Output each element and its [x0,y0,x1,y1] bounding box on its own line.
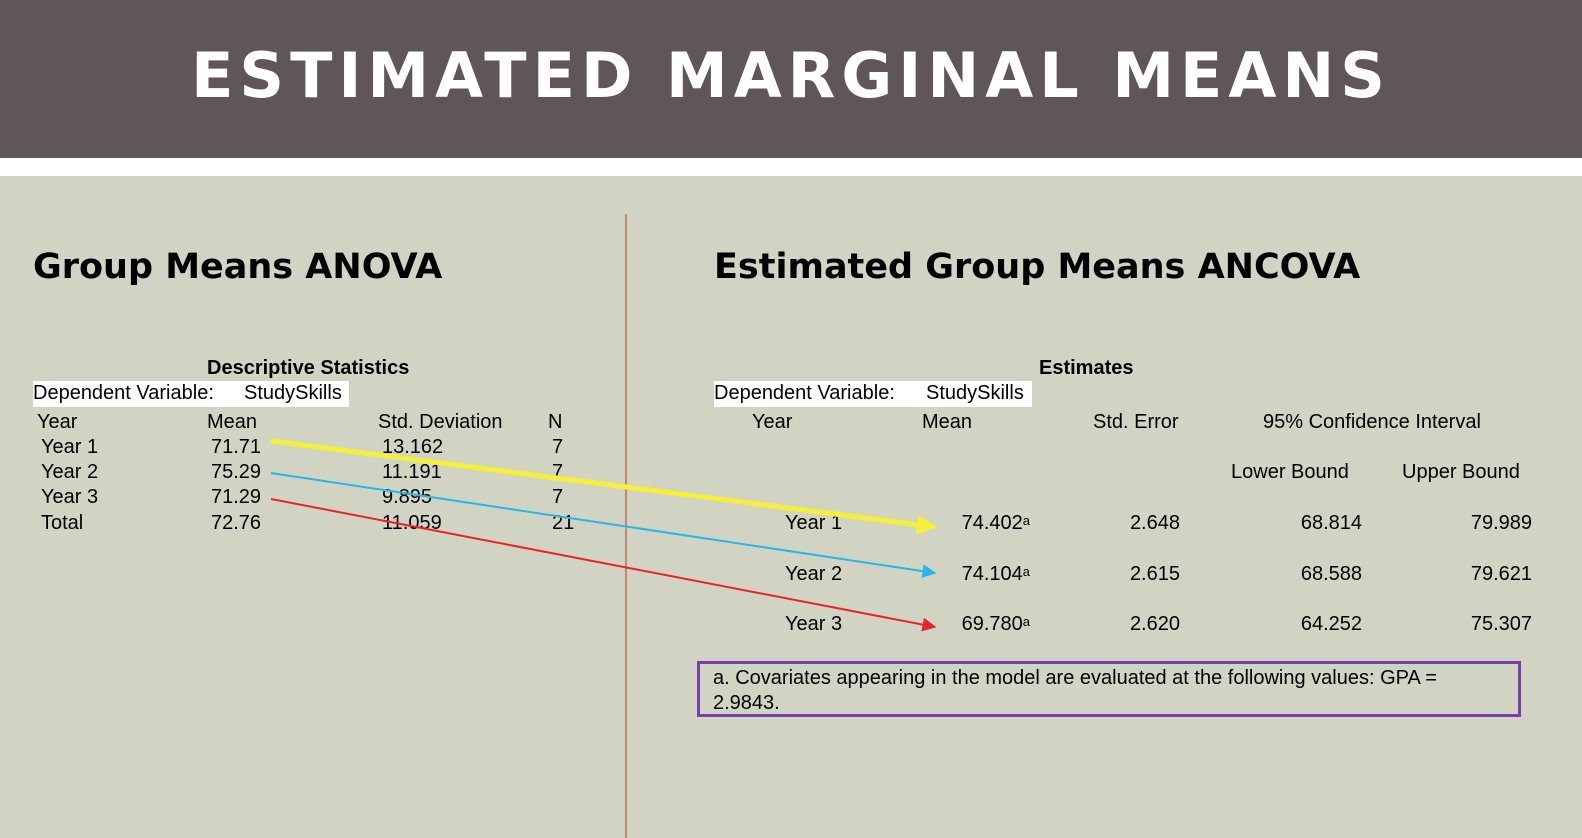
arrow-year-1 [270,438,937,535]
row-mean: 74.402a [961,512,1030,534]
col-header-confidence-interval: 95% Confidence Interval [1263,411,1481,433]
left-heading: Group Means ANOVA [33,247,443,287]
arrow-year-2 [270,472,937,579]
row-mean: 74.104a [961,563,1030,585]
row-year: Year 3 [785,613,843,635]
row-year: Year 2 [785,563,843,585]
slide-title: ESTIMATED MARGINAL MEANS [191,39,1391,112]
row-year: Total [41,512,84,534]
row-upper-bound: 75.307 [1470,613,1532,635]
row-std-deviation: 11.191 [382,461,442,483]
col-header-std-error: Std. Error [1093,411,1179,433]
col-header-mean: Mean [207,411,258,433]
right-dependent-variable: Dependent Variable: StudySkills [714,381,1032,407]
col-header-mean: Mean [922,411,973,433]
dv-value: StudySkills [926,382,1024,404]
row-year: Year 1 [41,436,99,458]
col-header-year: Year [752,411,793,433]
row-mean: 71.29 [211,486,262,508]
row-n: 7 [552,486,564,508]
footnote-text: a. Covariates appearing in the model are… [713,667,1437,714]
col-header-year: Year [37,411,78,433]
row-upper-bound: 79.621 [1470,563,1532,585]
row-n: 7 [552,436,564,458]
col-header-std-deviation: Std. Deviation [378,411,503,433]
footnote-box [697,661,1521,717]
row-upper-bound: 79.989 [1470,512,1532,534]
row-mean: 69.780a [961,613,1030,635]
row-mean: 72.76 [211,512,262,534]
banner-divider-stripe [0,158,1582,176]
row-year: Year 2 [41,461,99,483]
col-header-n: N [548,411,563,433]
row-mean: 75.29 [211,461,262,483]
dv-value: StudySkills [244,382,342,404]
estimates-title: Estimates [1039,357,1134,379]
title-banner [0,0,1582,158]
right-heading: Estimated Group Means ANCOVA [714,247,1361,287]
row-year: Year 3 [41,486,99,508]
row-lower-bound: 68.814 [1300,512,1362,534]
dv-label: Dependent Variable: [714,382,895,404]
row-std-error: 2.648 [1129,512,1180,534]
descriptive-stats-title: Descriptive Statistics [207,357,410,379]
row-std-error: 2.620 [1129,613,1180,635]
row-year: Year 1 [785,512,843,534]
row-lower-bound: 64.252 [1300,613,1362,635]
row-n: 7 [552,461,564,483]
col-header-upper-bound: Upper Bound [1402,461,1520,483]
row-std-error: 2.615 [1129,563,1180,585]
row-mean: 71.71 [211,436,262,458]
row-std-deviation: 13.162 [382,436,444,458]
col-header-lower-bound: Lower Bound [1231,461,1349,483]
dv-label: Dependent Variable: [33,382,214,404]
left-dependent-variable: Dependent Variable: StudySkills [33,381,349,407]
arrow-year-3 [270,498,937,632]
row-lower-bound: 68.588 [1300,563,1362,585]
